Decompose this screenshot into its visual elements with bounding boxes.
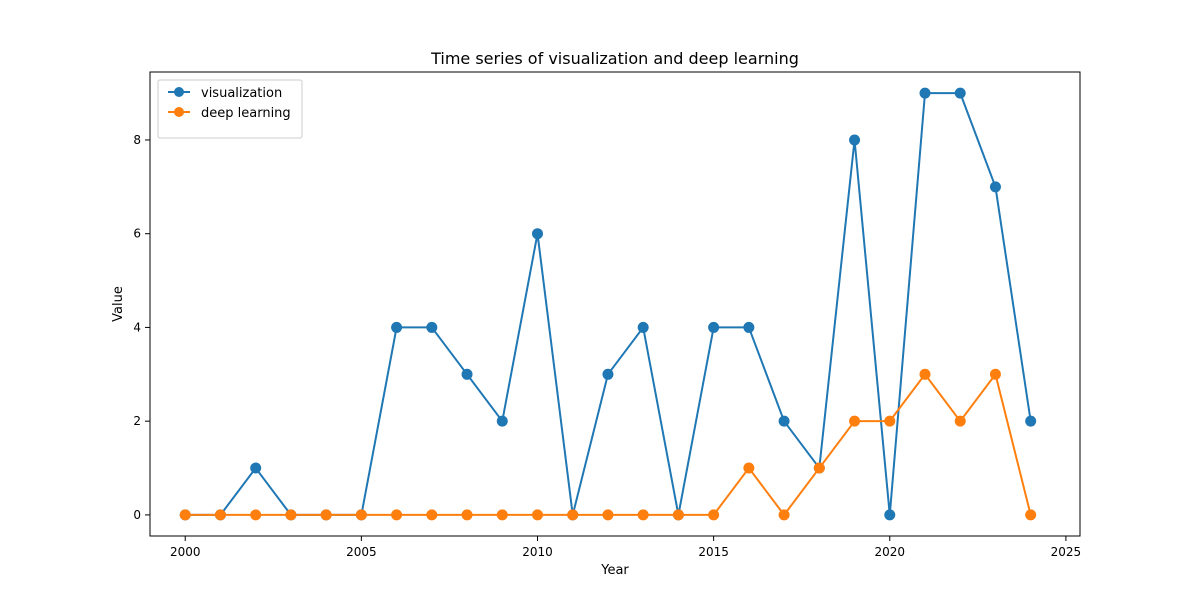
data-point — [954, 415, 966, 427]
y-tick-label: 8 — [133, 133, 141, 147]
data-point — [532, 228, 543, 240]
data-point — [849, 134, 861, 146]
data-point — [849, 415, 861, 427]
data-point — [496, 509, 508, 521]
data-point — [708, 509, 720, 521]
y-tick-label: 2 — [133, 414, 141, 428]
legend-swatch-marker — [174, 87, 184, 97]
plot-border — [149, 71, 1081, 537]
legend-label: deep learning — [201, 106, 291, 121]
data-point — [426, 321, 438, 333]
data-point — [532, 509, 543, 521]
data-point — [743, 321, 755, 333]
data-point — [1025, 415, 1037, 427]
data-point — [602, 509, 614, 521]
y-tick-label: 0 — [133, 508, 141, 522]
data-point — [461, 368, 473, 380]
data-point — [250, 462, 262, 474]
legend: visualization deep learning — [157, 79, 303, 139]
data-point — [496, 415, 508, 427]
x-tick-label: 2015 — [698, 545, 729, 559]
data-point — [743, 462, 755, 474]
legend-label: visualization — [201, 86, 282, 101]
data-point — [426, 509, 438, 521]
plot-area: 2000 2005 2010 2015 2020 2025 0 2 4 6 8 — [133, 71, 1082, 559]
data-point — [637, 321, 649, 333]
data-point — [778, 509, 790, 521]
data-point — [602, 368, 614, 380]
data-point — [179, 509, 191, 521]
legend-box — [157, 79, 303, 139]
data-point — [391, 509, 403, 521]
data-point — [989, 368, 1001, 380]
x-axis-label: Year — [600, 563, 629, 578]
data-point — [919, 368, 931, 380]
data-point — [250, 509, 262, 521]
chart-title: Time series of visualization and deep le… — [430, 49, 799, 68]
data-point — [672, 509, 684, 521]
data-point — [637, 509, 649, 521]
data-point — [778, 415, 790, 427]
x-tick-label: 2000 — [170, 545, 201, 559]
data-point — [320, 509, 332, 521]
x-tick-label: 2010 — [522, 545, 553, 559]
y-tick-label: 6 — [133, 227, 141, 241]
data-point — [919, 87, 931, 99]
y-tick-label: 4 — [133, 320, 141, 334]
data-point — [567, 509, 579, 521]
x-tick-label: 2005 — [346, 545, 377, 559]
data-point — [954, 87, 966, 99]
data-point — [884, 415, 896, 427]
data-point — [391, 321, 403, 333]
data-point — [1025, 509, 1037, 521]
data-point — [813, 462, 825, 474]
data-point — [708, 321, 720, 333]
data-point — [214, 509, 226, 521]
legend-swatch-marker — [174, 107, 184, 117]
x-tick-label: 2025 — [1051, 545, 1082, 559]
y-axis-label: Value — [111, 286, 126, 322]
data-point — [461, 509, 473, 521]
x-tick-label: 2020 — [874, 545, 905, 559]
data-point — [884, 509, 896, 521]
data-point — [285, 509, 297, 521]
data-point — [989, 181, 1001, 193]
data-point — [355, 509, 367, 521]
